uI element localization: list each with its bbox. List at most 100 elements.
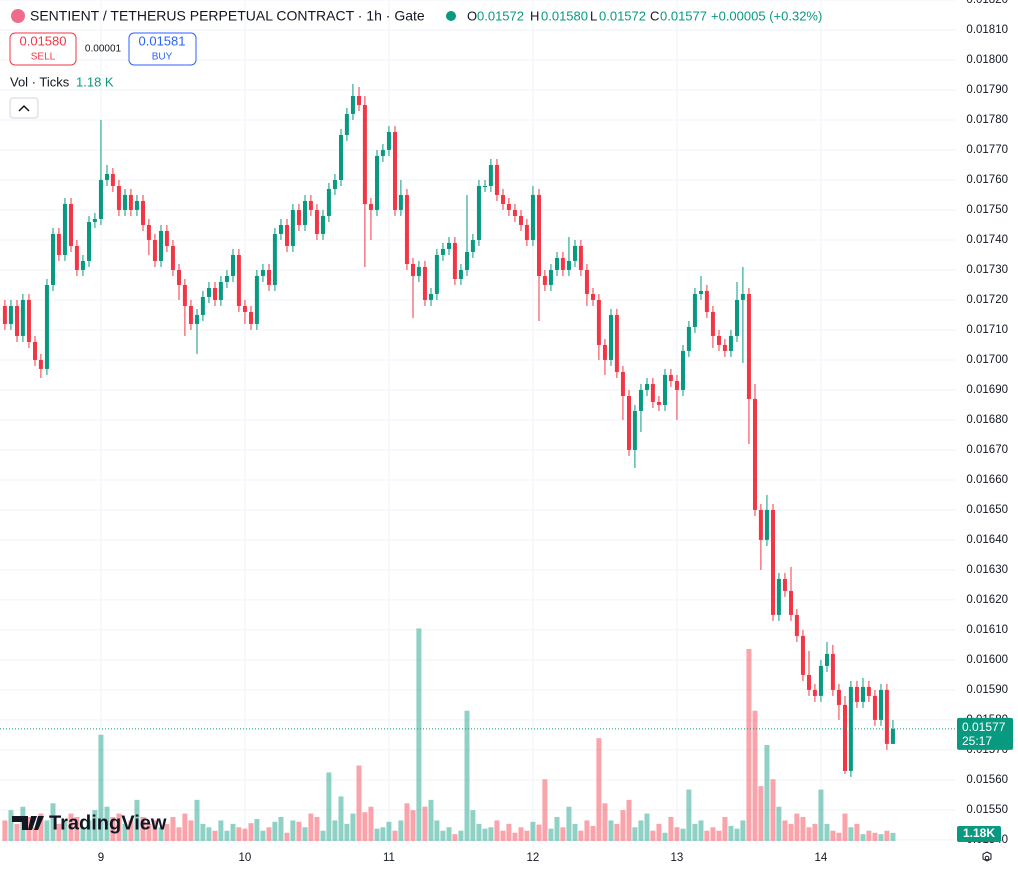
- candle-body: [392, 131, 397, 210]
- volume-bar: [410, 810, 416, 841]
- candle-body: [8, 305, 13, 324]
- spread: 0.00001: [85, 44, 122, 55]
- volume-bar: [566, 806, 572, 841]
- candle-body: [656, 401, 661, 405]
- candle-body: [452, 242, 457, 279]
- volume-bar: [626, 799, 632, 841]
- volume-bar: [92, 810, 98, 841]
- volume-bar: [116, 813, 122, 841]
- sell-button[interactable]: 0.01580 SELL: [9, 32, 77, 66]
- volume-bar: [830, 830, 836, 841]
- collapse-box[interactable]: [9, 97, 39, 119]
- volume-bar: [86, 820, 92, 841]
- candle-body: [380, 149, 385, 156]
- candle-body: [68, 203, 73, 246]
- candle-body: [536, 194, 541, 276]
- ohlc-l-label: L: [590, 8, 597, 23]
- candle-body: [710, 311, 715, 336]
- y-tick-label: 0.01630: [966, 564, 1008, 576]
- volume-bar: [326, 772, 332, 841]
- candle-body: [50, 233, 55, 285]
- chevron[interactable]: [18, 104, 30, 112]
- buy-button[interactable]: 0.01581 BUY: [128, 32, 197, 66]
- volume-bar: [224, 830, 230, 841]
- sell-label[interactable]: SELL: [31, 52, 56, 63]
- candle-body: [332, 179, 337, 189]
- candle-body: [614, 314, 619, 372]
- volume-bar: [482, 828, 488, 841]
- buy-price[interactable]: 0.01581: [139, 33, 186, 48]
- grid: [0, 0, 955, 845]
- candle-body: [374, 155, 379, 210]
- candle-body: [248, 311, 253, 324]
- volume-bar: [806, 827, 812, 841]
- x-tick-label: 10: [239, 852, 252, 864]
- ohlc-o: 0.01572: [477, 8, 524, 23]
- candle-body: [128, 194, 133, 210]
- ohlc-h: 0.01580: [541, 8, 588, 23]
- candle-body: [272, 233, 277, 285]
- volume-bar: [404, 803, 410, 841]
- candle-body: [170, 245, 175, 270]
- y-tick-label: 0.01820: [966, 0, 1008, 6]
- candle-body: [290, 209, 295, 246]
- ohlc-c-label: C: [650, 8, 659, 23]
- volume-bar: [278, 817, 284, 841]
- buy-label[interactable]: BUY: [152, 52, 173, 63]
- candle-body: [662, 374, 667, 405]
- candle-body: [80, 260, 85, 270]
- candle-body: [842, 704, 847, 771]
- volume-bar: [128, 820, 134, 841]
- volume-bar: [314, 817, 320, 841]
- y-tick-label: 0.01800: [966, 54, 1008, 66]
- volume-bar: [518, 827, 524, 841]
- y-tick-label: 0.01640: [966, 534, 1008, 546]
- candle-body: [650, 383, 655, 402]
- volume-bar: [386, 821, 392, 841]
- settings-icon-center[interactable]: [984, 855, 990, 861]
- candle-body: [464, 251, 469, 270]
- collapse-button[interactable]: [9, 97, 39, 119]
- x-tick-label: 11: [383, 852, 395, 864]
- volume-bar: [872, 832, 878, 841]
- volume-bar: [458, 830, 464, 841]
- volume-bar: [614, 823, 620, 841]
- candle-body: [860, 686, 865, 702]
- volume-bar: [602, 803, 608, 841]
- candle-body: [410, 263, 415, 276]
- volume-bar: [704, 830, 710, 841]
- last-price: 0.01577: [962, 720, 1006, 734]
- candle-body: [434, 254, 439, 294]
- settings-icon[interactable]: [982, 851, 992, 862]
- candle-body: [134, 200, 139, 210]
- candle-body: [32, 341, 37, 360]
- candle-body: [14, 305, 19, 336]
- candle-body: [740, 293, 745, 300]
- volume-bar: [572, 823, 578, 841]
- candle-body: [152, 239, 157, 261]
- volume-bar: [146, 823, 152, 841]
- candle-body: [416, 266, 421, 276]
- volume-bar: [884, 830, 890, 841]
- sell-price[interactable]: 0.01580: [20, 33, 67, 48]
- buy-box[interactable]: [128, 32, 197, 66]
- candle-body: [512, 209, 517, 216]
- candle-body: [698, 290, 703, 294]
- candle-body: [422, 266, 427, 300]
- volume-bar: [476, 823, 482, 841]
- candle-body: [578, 245, 583, 270]
- volume-bar: [632, 827, 638, 841]
- candle-body: [830, 653, 835, 690]
- volume-bar: [554, 817, 560, 841]
- candle-body: [716, 335, 721, 345]
- x-tick-label: 14: [815, 852, 828, 864]
- volume-bar: [764, 745, 770, 841]
- sell-box[interactable]: [9, 32, 77, 66]
- candle-body: [218, 281, 223, 300]
- candle-body: [176, 269, 181, 285]
- candle-body: [362, 104, 367, 204]
- candle-body: [386, 131, 391, 150]
- candle-body: [338, 134, 343, 180]
- volume-bar: [68, 813, 74, 841]
- candle-body: [890, 728, 895, 744]
